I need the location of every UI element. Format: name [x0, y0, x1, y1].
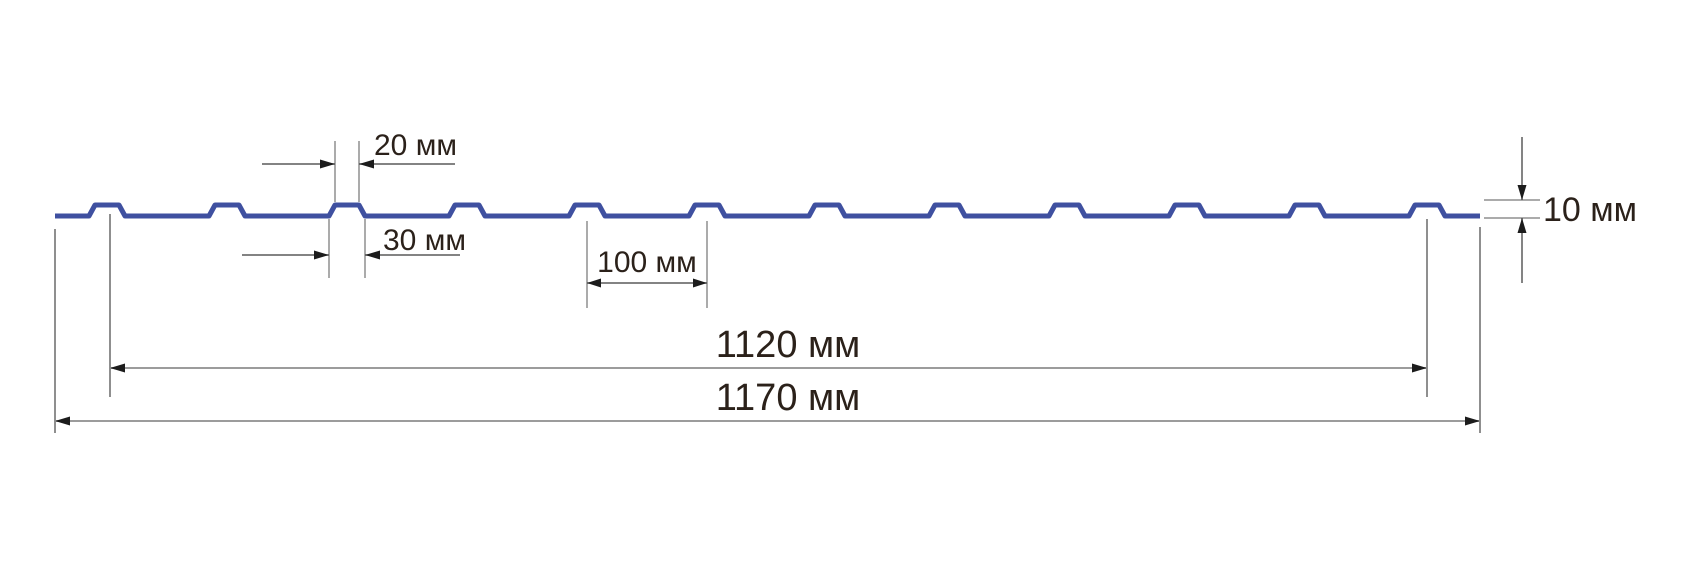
arrowhead: [693, 278, 707, 288]
dimension-label-overall-width: 1170 мм: [716, 377, 861, 419]
dimension-rib-base-width: 30 мм: [242, 219, 466, 278]
dimension-label-rib-spacing: 100 мм: [597, 246, 697, 279]
sheet-profile-line: [55, 202, 1480, 219]
dimension-rib-top-width: 20 мм: [262, 129, 457, 202]
dimension-label-working-width: 1120 мм: [716, 324, 861, 366]
dimension-profile-height: 10 мм: [1484, 137, 1637, 283]
dimension-overall-width: 1170 мм: [54, 227, 1481, 433]
dimension-rib-spacing: 100 мм: [586, 221, 708, 308]
arrowhead: [314, 250, 329, 260]
arrowhead: [587, 278, 601, 288]
arrowhead: [1465, 416, 1480, 426]
arrowhead: [365, 250, 380, 260]
arrowhead: [110, 363, 125, 373]
arrowhead: [1517, 218, 1527, 233]
arrowhead: [320, 159, 335, 169]
arrowhead: [359, 159, 374, 169]
dimension-working-width: 1120 мм: [109, 214, 1428, 397]
dimension-label-rib-base-width: 30 мм: [383, 224, 466, 257]
arrowhead: [55, 416, 70, 426]
dimension-label-profile-height: 10 мм: [1543, 191, 1637, 229]
arrowhead: [1517, 185, 1527, 200]
dimension-label-rib-top-width: 20 мм: [374, 129, 457, 162]
arrowhead: [1412, 363, 1427, 373]
